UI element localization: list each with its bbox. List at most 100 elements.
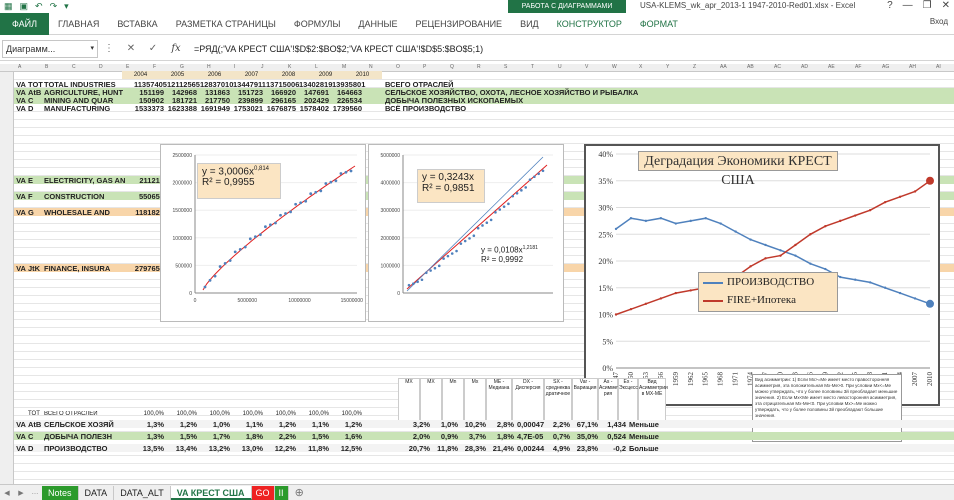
tab-file[interactable]: ФАЙЛ: [0, 12, 50, 35]
scatter-point: [334, 179, 338, 183]
series-point-0: [719, 222, 722, 225]
tab-page-layout[interactable]: РАЗМЕТКА СТРАНИЦЫ: [175, 18, 276, 29]
stats-value: 1,5%: [311, 431, 329, 441]
column-header-d[interactable]: D: [99, 64, 103, 70]
minimize-icon[interactable]: —: [902, 0, 913, 11]
trendline-label-1[interactable]: y = 3,0006x0,814 R² = 0,9955: [197, 163, 281, 199]
sheet-tab-data[interactable]: DATA: [79, 485, 115, 500]
stats-header-cell: Var - Вариация: [572, 378, 598, 424]
more-icon[interactable]: ⋮: [104, 43, 114, 54]
worksheet[interactable]: A B C D E F G H I J K L M N O P Q R S T U V W X Y Z AA AB AC AD AE AF AG…: [0, 64, 954, 484]
add-sheet-icon[interactable]: ⊕: [294, 487, 304, 499]
confirm-icon[interactable]: ✓: [148, 43, 158, 54]
row-value: 13447911: [233, 79, 266, 89]
column-header-af[interactable]: AF: [855, 64, 862, 70]
redo-icon[interactable]: ↷: [49, 1, 58, 11]
column-header-j[interactable]: J: [261, 64, 264, 70]
column-header-a[interactable]: A: [18, 64, 22, 70]
save-icon[interactable]: ▣: [19, 1, 29, 11]
column-header-t[interactable]: T: [531, 64, 535, 70]
x-tick-label: 1965: [702, 372, 710, 387]
trendline-label-2[interactable]: y = 0,3243x R² = 0,9851: [417, 169, 485, 203]
column-header-ag[interactable]: AG: [882, 64, 890, 70]
insert-function-button[interactable]: fx: [171, 43, 181, 54]
sheet-tab-va-krest[interactable]: VA КРЕСТ США: [170, 485, 252, 500]
scatter-chart-manufacturing[interactable]: 2500000 2000000 1500000 1000000 500000 0 0 5000…: [160, 144, 366, 322]
column-header-q[interactable]: Q: [450, 64, 454, 70]
column-header-s[interactable]: S: [504, 64, 508, 70]
column-header-y[interactable]: Y: [666, 64, 670, 70]
column-header-aa[interactable]: AA: [720, 64, 727, 70]
chevron-down-icon[interactable]: ▾: [90, 44, 94, 52]
column-header-ai[interactable]: AI: [936, 64, 941, 70]
column-header-o[interactable]: O: [396, 64, 400, 70]
trendline-1: [202, 165, 356, 291]
next-sheet-icon[interactable]: ▶: [18, 489, 24, 497]
stats-value: 1,1%: [311, 419, 329, 429]
prev-sheet-icon[interactable]: ◀: [4, 489, 10, 497]
scatter-point: [289, 210, 292, 214]
trendline-label-3[interactable]: y = 0,0108x1,2181 R² = 0,9992: [481, 245, 538, 264]
column-header-i[interactable]: I: [234, 64, 236, 70]
sheet-tab-go[interactable]: GO: [251, 485, 275, 500]
column-headers[interactable]: A B C D E F G H I J K L M N O P Q R S T U V W X Y Z AA AB AC AD AE AF AG…: [0, 64, 954, 72]
column-header-k[interactable]: K: [288, 64, 292, 70]
column-header-g[interactable]: G: [180, 64, 184, 70]
chart-legend[interactable]: ПРОИЗВОДСТВО FIRE+Ипотека: [698, 272, 838, 312]
stats-value: 100,0%: [341, 411, 362, 417]
column-header-b[interactable]: B: [45, 64, 49, 70]
column-header-ac[interactable]: AC: [774, 64, 781, 70]
line-chart-degradation[interactable]: 40%35%30%25%20%15%10%5%0%194719501953195…: [584, 144, 940, 406]
sheet-tab-notes[interactable]: Notes: [42, 485, 79, 500]
column-header-f[interactable]: F: [153, 64, 157, 70]
tab-formulas[interactable]: ФОРМУЛЫ: [293, 18, 341, 29]
row-value: 166920: [270, 87, 296, 97]
tab-data[interactable]: ДАННЫЕ: [358, 18, 398, 29]
cancel-icon[interactable]: ✕: [126, 43, 136, 54]
undo-icon[interactable]: ↶: [35, 1, 43, 11]
column-header-ad[interactable]: AD: [801, 64, 808, 70]
column-header-ab[interactable]: AB: [747, 64, 754, 70]
x-tick-label: 15000000: [341, 298, 363, 304]
column-header-z[interactable]: Z: [693, 64, 697, 70]
column-header-v[interactable]: V: [585, 64, 589, 70]
close-icon[interactable]: ✕: [941, 0, 950, 11]
column-header-u[interactable]: U: [558, 64, 562, 70]
column-header-w[interactable]: W: [612, 64, 617, 70]
more-sheets-icon[interactable]: …: [31, 489, 39, 496]
scatter-chart-fire[interactable]: 5000000 4000000 3000000 2000000 1000000 0 y =…: [368, 144, 564, 322]
column-header-n[interactable]: N: [369, 64, 373, 70]
column-header-h[interactable]: H: [207, 64, 211, 70]
tab-review[interactable]: РЕЦЕНЗИРОВАНИЕ: [415, 18, 503, 29]
column-header-l[interactable]: L: [315, 64, 318, 70]
sign-in-link[interactable]: Вход: [929, 17, 948, 26]
row-code-a: VA: [16, 207, 26, 217]
sheet-tab-ii[interactable]: II: [274, 485, 289, 500]
column-header-ah[interactable]: AH: [909, 64, 916, 70]
row-headers[interactable]: [0, 72, 14, 484]
column-header-r[interactable]: R: [477, 64, 481, 70]
column-header-ae[interactable]: AE: [828, 64, 835, 70]
chart-title[interactable]: Деградация Экономики КРЕСТ США: [638, 151, 838, 188]
tab-home[interactable]: ГЛАВНАЯ: [58, 18, 100, 29]
tab-view[interactable]: ВИД: [520, 18, 539, 29]
sheet-tab-data-alt[interactable]: DATA_ALT: [114, 485, 171, 500]
column-header-c[interactable]: C: [72, 64, 76, 70]
formula-input[interactable]: =РЯД(;'VA КРЕСТ США'!$D$2:$BO$2;'VA КРЕС…: [194, 43, 484, 54]
column-header-e[interactable]: E: [126, 64, 130, 70]
column-header-p[interactable]: P: [423, 64, 427, 70]
scatter-point: [455, 249, 458, 253]
name-box[interactable]: Диаграмм... ▾: [2, 39, 98, 58]
customize-icon[interactable]: ▾: [64, 1, 69, 11]
row-translation: ВСЕГО ОТРАСЛЕЙ: [385, 79, 454, 89]
cell-comment[interactable]: Вид асимметрии: 1) Если Mx>=Me имеет мес…: [752, 374, 902, 442]
legend-item-production: ПРОИЗВОДСТВО: [699, 273, 837, 291]
column-header-x[interactable]: X: [639, 64, 643, 70]
column-header-m[interactable]: M: [342, 64, 347, 70]
tab-insert[interactable]: ВСТАВКА: [117, 18, 158, 29]
help-icon[interactable]: ?: [887, 0, 893, 11]
years-row: 2004 2005 2006 2007 2008 2009 2010: [122, 71, 382, 79]
tab-format[interactable]: ФОРМАТ: [639, 18, 678, 29]
restore-icon[interactable]: ❐: [922, 0, 932, 11]
tab-design[interactable]: КОНСТРУКТОР: [556, 18, 622, 29]
